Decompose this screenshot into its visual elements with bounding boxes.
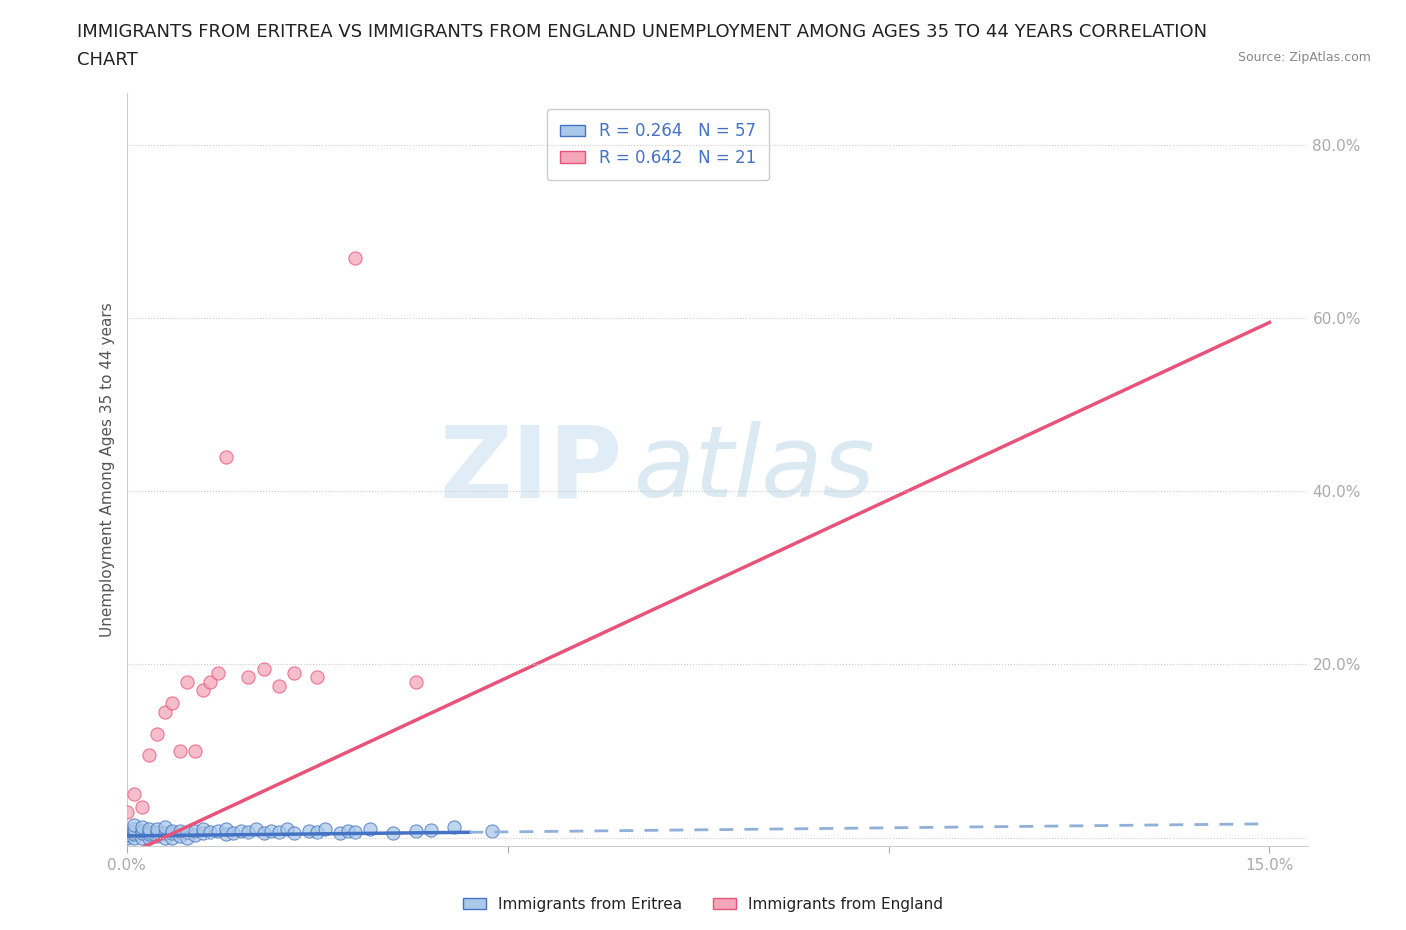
Point xyxy=(382,826,405,841)
Point xyxy=(169,823,191,838)
Point xyxy=(169,829,191,844)
Text: CHART: CHART xyxy=(77,51,138,69)
Point xyxy=(146,829,169,844)
Point xyxy=(267,679,290,694)
Point xyxy=(305,825,328,840)
Point xyxy=(405,823,427,838)
Point xyxy=(131,800,153,815)
Point xyxy=(276,821,298,836)
Point xyxy=(184,744,207,759)
Legend: Immigrants from Eritrea, Immigrants from England: Immigrants from Eritrea, Immigrants from… xyxy=(457,891,949,918)
Point xyxy=(162,823,184,838)
Point xyxy=(115,828,138,843)
Point xyxy=(153,820,176,835)
Point xyxy=(200,825,222,840)
Point xyxy=(207,823,229,838)
Point xyxy=(146,825,169,840)
Point xyxy=(283,826,305,841)
Point xyxy=(329,826,352,841)
Point xyxy=(162,830,184,845)
Point xyxy=(162,826,184,841)
Point xyxy=(420,822,443,837)
Point xyxy=(122,830,145,845)
Point xyxy=(138,830,160,845)
Point xyxy=(176,825,198,840)
Point xyxy=(176,674,198,689)
Point xyxy=(238,670,260,684)
Point xyxy=(260,823,283,838)
Point xyxy=(283,666,305,681)
Point xyxy=(229,823,252,838)
Point xyxy=(146,821,169,836)
Point xyxy=(146,726,169,741)
Point xyxy=(191,683,214,698)
Point xyxy=(176,830,198,845)
Point xyxy=(214,449,236,464)
Point xyxy=(314,821,336,836)
Text: Source: ZipAtlas.com: Source: ZipAtlas.com xyxy=(1237,51,1371,64)
Point xyxy=(138,824,160,839)
Point xyxy=(222,826,245,841)
Point xyxy=(207,666,229,681)
Point xyxy=(115,804,138,819)
Point xyxy=(153,826,176,841)
Point xyxy=(298,823,321,838)
Point xyxy=(253,661,276,676)
Point xyxy=(138,821,160,836)
Point xyxy=(200,674,222,689)
Legend: R = 0.264   N = 57, R = 0.642   N = 21: R = 0.264 N = 57, R = 0.642 N = 21 xyxy=(547,109,769,179)
Point xyxy=(122,827,145,842)
Point xyxy=(191,821,214,836)
Point xyxy=(238,825,260,840)
Point xyxy=(122,787,145,802)
Text: IMMIGRANTS FROM ERITREA VS IMMIGRANTS FROM ENGLAND UNEMPLOYMENT AMONG AGES 35 TO: IMMIGRANTS FROM ERITREA VS IMMIGRANTS FR… xyxy=(77,23,1208,41)
Point xyxy=(122,825,145,840)
Point xyxy=(184,823,207,838)
Y-axis label: Unemployment Among Ages 35 to 44 years: Unemployment Among Ages 35 to 44 years xyxy=(100,302,115,637)
Point xyxy=(153,705,176,720)
Point xyxy=(344,825,367,840)
Point xyxy=(191,826,214,841)
Point xyxy=(138,827,160,842)
Point xyxy=(336,823,359,838)
Point xyxy=(184,828,207,843)
Point xyxy=(131,826,153,841)
Point xyxy=(138,748,160,763)
Point xyxy=(245,821,267,836)
Point xyxy=(405,674,427,689)
Point xyxy=(267,825,290,840)
Point xyxy=(344,250,367,265)
Point xyxy=(443,820,465,835)
Point xyxy=(122,821,145,836)
Point xyxy=(214,821,236,836)
Point xyxy=(131,823,153,838)
Point xyxy=(359,821,381,836)
Point xyxy=(481,823,503,838)
Point xyxy=(162,696,184,711)
Point xyxy=(131,820,153,835)
Point xyxy=(115,830,138,845)
Point xyxy=(253,826,276,841)
Point xyxy=(131,830,153,845)
Point xyxy=(169,744,191,759)
Point xyxy=(153,830,176,845)
Text: ZIP: ZIP xyxy=(440,421,623,518)
Point xyxy=(214,827,236,842)
Point xyxy=(305,670,328,684)
Text: atlas: atlas xyxy=(634,421,876,518)
Point xyxy=(122,817,145,832)
